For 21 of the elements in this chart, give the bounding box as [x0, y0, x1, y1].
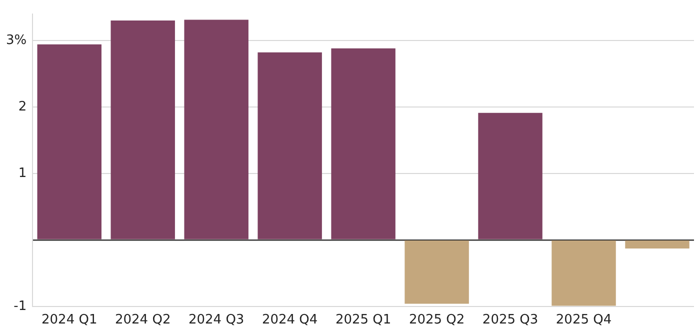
y-tick-label: 1	[18, 166, 27, 181]
bar	[331, 48, 396, 240]
x-tick-label: 2024 Q1	[42, 312, 98, 328]
bar	[404, 240, 469, 304]
bar	[184, 20, 248, 240]
y-tick-label: 3%	[6, 32, 27, 48]
y-tick-label: 2	[18, 99, 27, 114]
bar	[625, 240, 690, 249]
bar	[478, 112, 542, 240]
x-tick-label: 2024 Q4	[262, 312, 318, 328]
x-tick-label: 2025 Q2	[408, 312, 465, 328]
bar	[37, 44, 102, 240]
x-tick-label: 2024 Q3	[188, 312, 244, 328]
y-tick-label: -1	[14, 298, 27, 314]
bar	[110, 20, 175, 240]
bar	[258, 52, 322, 240]
x-tick-label: 2025 Q1	[335, 312, 392, 328]
x-tick-label: 2025 Q3	[482, 312, 538, 328]
x-tick-label: 2025 Q4	[556, 312, 612, 328]
x-tick-label: 2024 Q2	[114, 312, 171, 328]
bar	[552, 240, 616, 306]
